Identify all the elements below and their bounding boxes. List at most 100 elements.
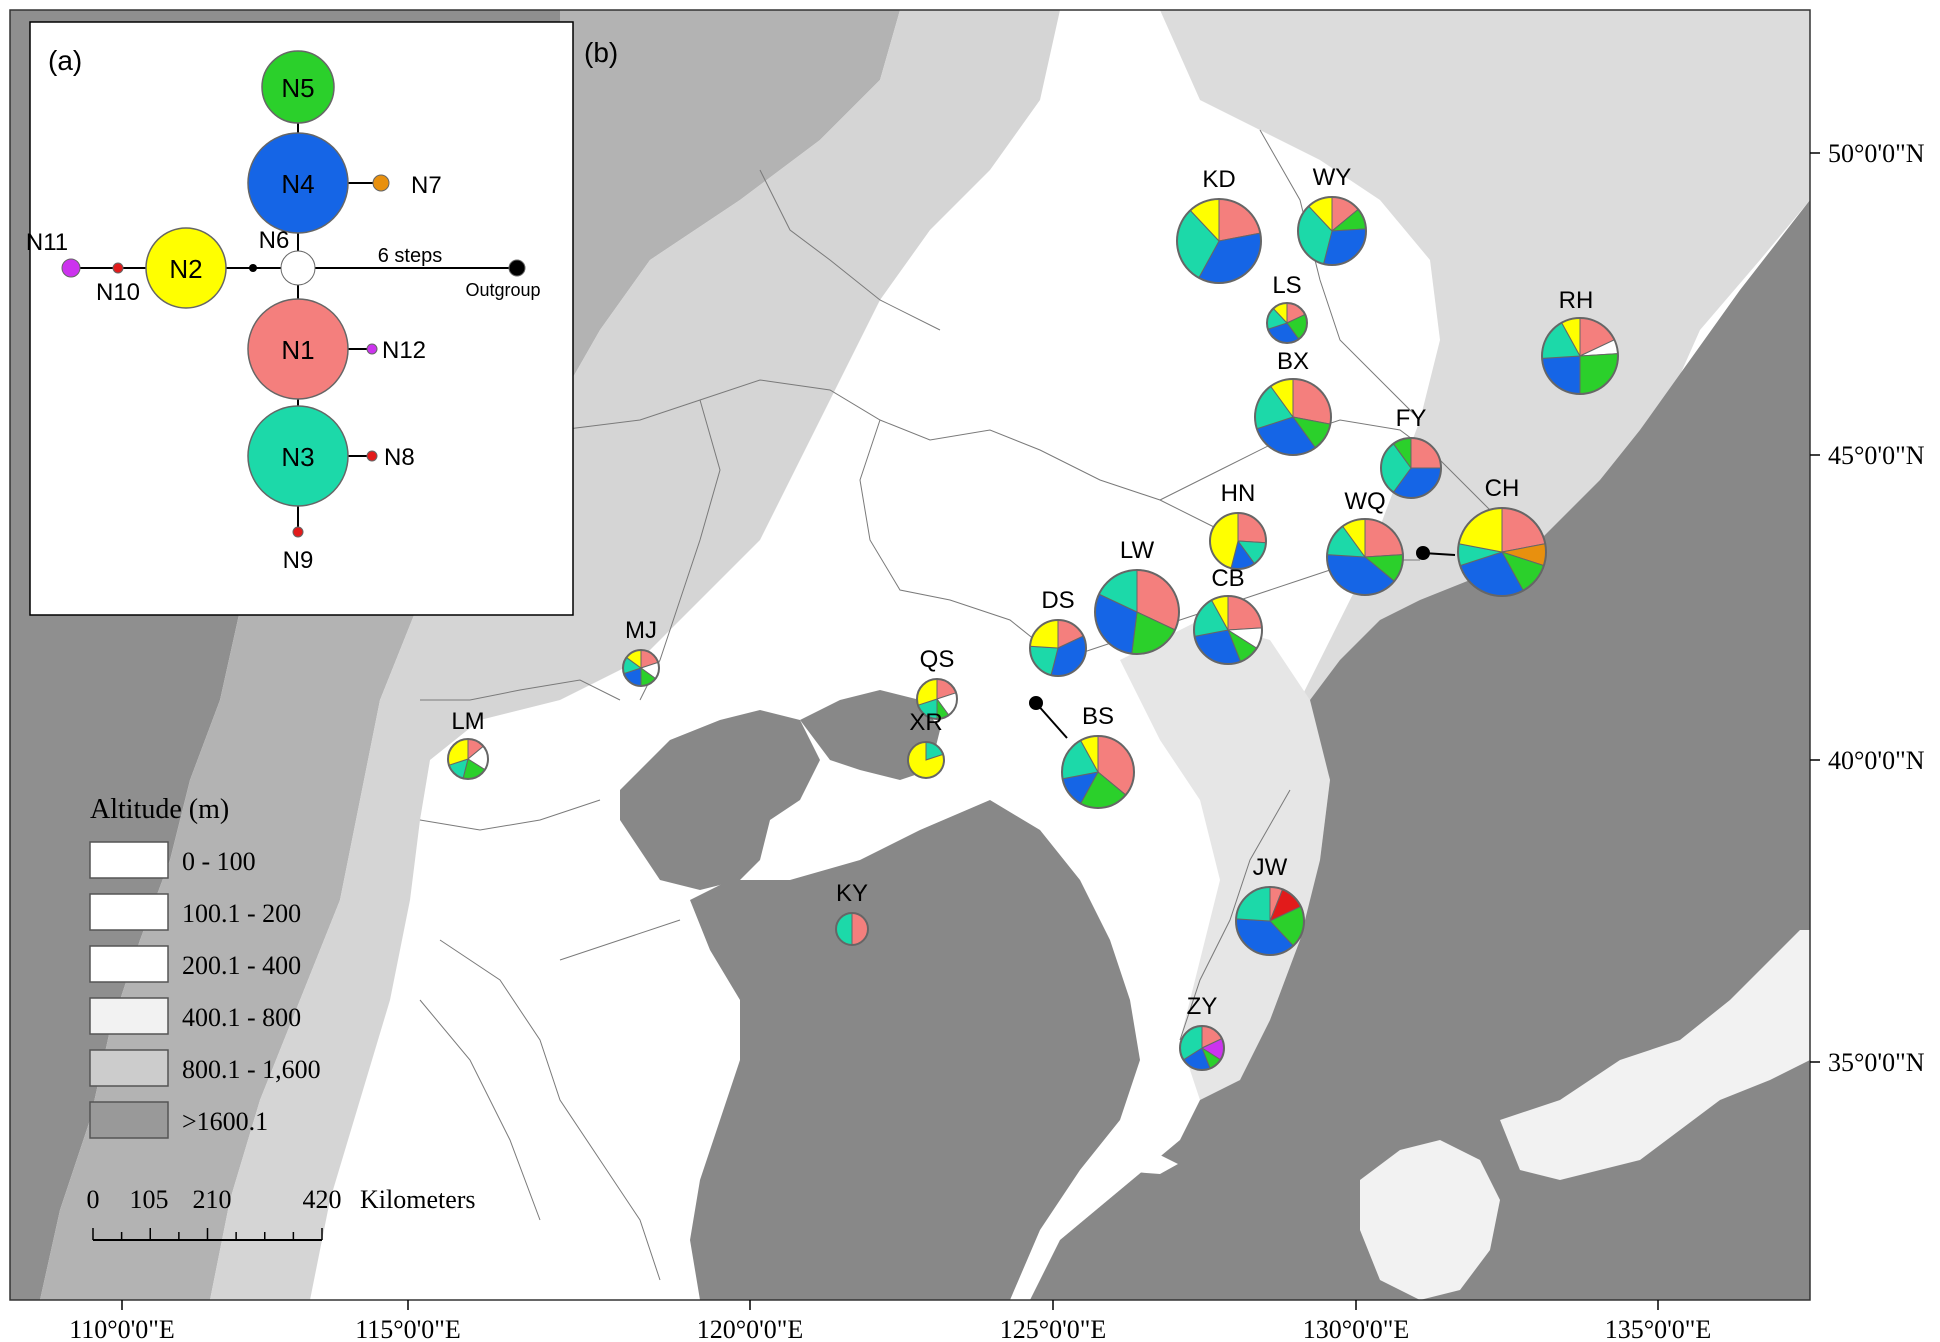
legend-swatch [89,997,169,1035]
pie-rh: RH [1541,287,1619,395]
pie-lw: LW [1094,537,1180,655]
pie-label-kd: KD [1202,166,1235,193]
sea-bohai [620,710,820,890]
land-japan [1500,930,1810,1180]
network-node-n10: N10 [96,262,140,306]
pie-outline [907,741,945,779]
pie-label-qs: QS [920,646,955,673]
network-node-circle [145,227,227,309]
steps-label: 6 steps [378,245,442,267]
pie-label-ds: DS [1041,587,1074,614]
network-node-circle [112,262,124,274]
network-node-circle [247,298,349,400]
x-tick-label: 115°0'0"E [355,1315,461,1342]
network-node-circle [247,132,349,234]
pie-outline [1297,196,1367,266]
pie-outline [622,649,660,687]
legend-swatch [89,893,169,931]
network-node-label: N9 [283,547,314,574]
legend-swatch [89,1049,169,1087]
pie-wy: WY [1297,164,1367,266]
network-node-n6: N6 [259,227,316,286]
network-node-circle [366,450,378,462]
pie-kd: KD [1176,166,1262,284]
network-node-label: Outgroup [465,280,540,300]
pie-ls: LS [1266,272,1308,344]
y-tick-label: 50°0'0"N [1828,139,1925,168]
network-node-label: N5 [281,73,314,103]
network-node-n5: N5 [261,50,335,124]
network-node-outgroup: Outgroup [465,259,541,300]
pie-outline [1326,518,1404,596]
pie-ds: DS [1029,587,1087,677]
land-jeju [1130,1155,1178,1174]
x-tick-label: 130°0'0"E [1303,1315,1410,1342]
network-node-n1: N1 [247,298,349,400]
pie-label-ls: LS [1272,272,1301,299]
mutation-step [249,264,257,272]
pie-outline [1061,735,1135,809]
network-node-n2: N2 [145,227,227,309]
network-node-n9: N9 [283,526,314,574]
pie-cb: CB [1193,565,1263,665]
pie-outline [1266,302,1308,344]
scale-label: 210 [193,1185,232,1214]
pie-label-lm: LM [451,708,484,735]
haplotype-network: 6 steps N5 N4 N7 N11 N10 N2 N6 N1 N12 N3 N8 N9 Outgro… [26,50,541,574]
pie-outline [1209,512,1267,570]
altitude-legend: Altitude (m) 0 - 100 100.1 - 200 200.1 - 4… [89,794,321,1139]
pie-label-rh: RH [1559,287,1594,314]
legend-swatch [89,841,169,879]
network-node-n11: N11 [26,229,81,278]
y-tick-label: 45°0'0"N [1828,441,1925,470]
network-node-label: N1 [281,335,314,365]
pie-label-ch: CH [1485,475,1520,502]
map-frame [9,9,1811,1301]
pie-label-wq: WQ [1344,488,1385,515]
pie-jw: JW [1235,854,1305,956]
legend-class-label: 100.1 - 200 [182,899,301,928]
network-node-circle [508,259,526,277]
sea-east [1030,200,1810,1300]
legend-class-label: 200.1 - 400 [182,951,301,980]
haplotype-network-inset: (a) 6 steps N5 N4 N7 N11 N10 N2 N6 N1 N12 N3 N8 N9 Ou… [26,21,574,616]
network-node-label: N6 [259,227,290,254]
x-axis: 110°0'0"E 115°0'0"E 120°0'0"E 125°0'0"E 130°… [69,1300,1711,1342]
network-node-circle [372,174,390,192]
pie-outline [1541,317,1619,395]
pie-label-wy: WY [1313,164,1352,191]
panel-b-label: (b) [584,37,618,68]
network-node-n8: N8 [366,444,415,471]
pie-fy: FY [1380,405,1442,499]
network-node-label: N11 [26,229,68,256]
legend-swatch [89,945,169,983]
pie-hn: HN [1209,480,1267,570]
pie-outline [447,738,489,780]
legend-title: Altitude (m) [90,794,229,825]
legend-class-label: >1600.1 [182,1107,268,1136]
network-node-circle [61,258,81,278]
pie-ky: KY [835,880,869,946]
x-tick-label: 120°0'0"E [697,1315,804,1342]
network-node-n12: N12 [366,337,426,364]
network-node-circle [280,250,316,286]
sea-liaodong-bay [800,690,940,780]
legend-class-label: 800.1 - 1,600 [182,1055,321,1084]
scale-bar: 0 105 210 420 Kilometers [87,1185,476,1241]
pie-outline [1254,378,1332,456]
pie-label-mj: MJ [625,617,657,644]
legend-class-label: 0 - 100 [182,847,256,876]
y-tick-label: 40°0'0"N [1828,746,1925,775]
terrain-korea-highlands [1120,620,1330,1100]
network-node-n3: N3 [247,405,349,507]
network-node-circle [261,50,335,124]
pie-outline [916,678,958,720]
pie-label-fy: FY [1396,405,1427,432]
sea-yellow [690,800,1140,1300]
pie-label-ky: KY [836,880,868,907]
pie-qs: QS [916,646,958,720]
pie-zy: ZY [1179,993,1225,1071]
x-tick-label: 125°0'0"E [1000,1315,1107,1342]
terrain-mid-west [40,10,900,1300]
legend-swatch [89,1101,169,1139]
